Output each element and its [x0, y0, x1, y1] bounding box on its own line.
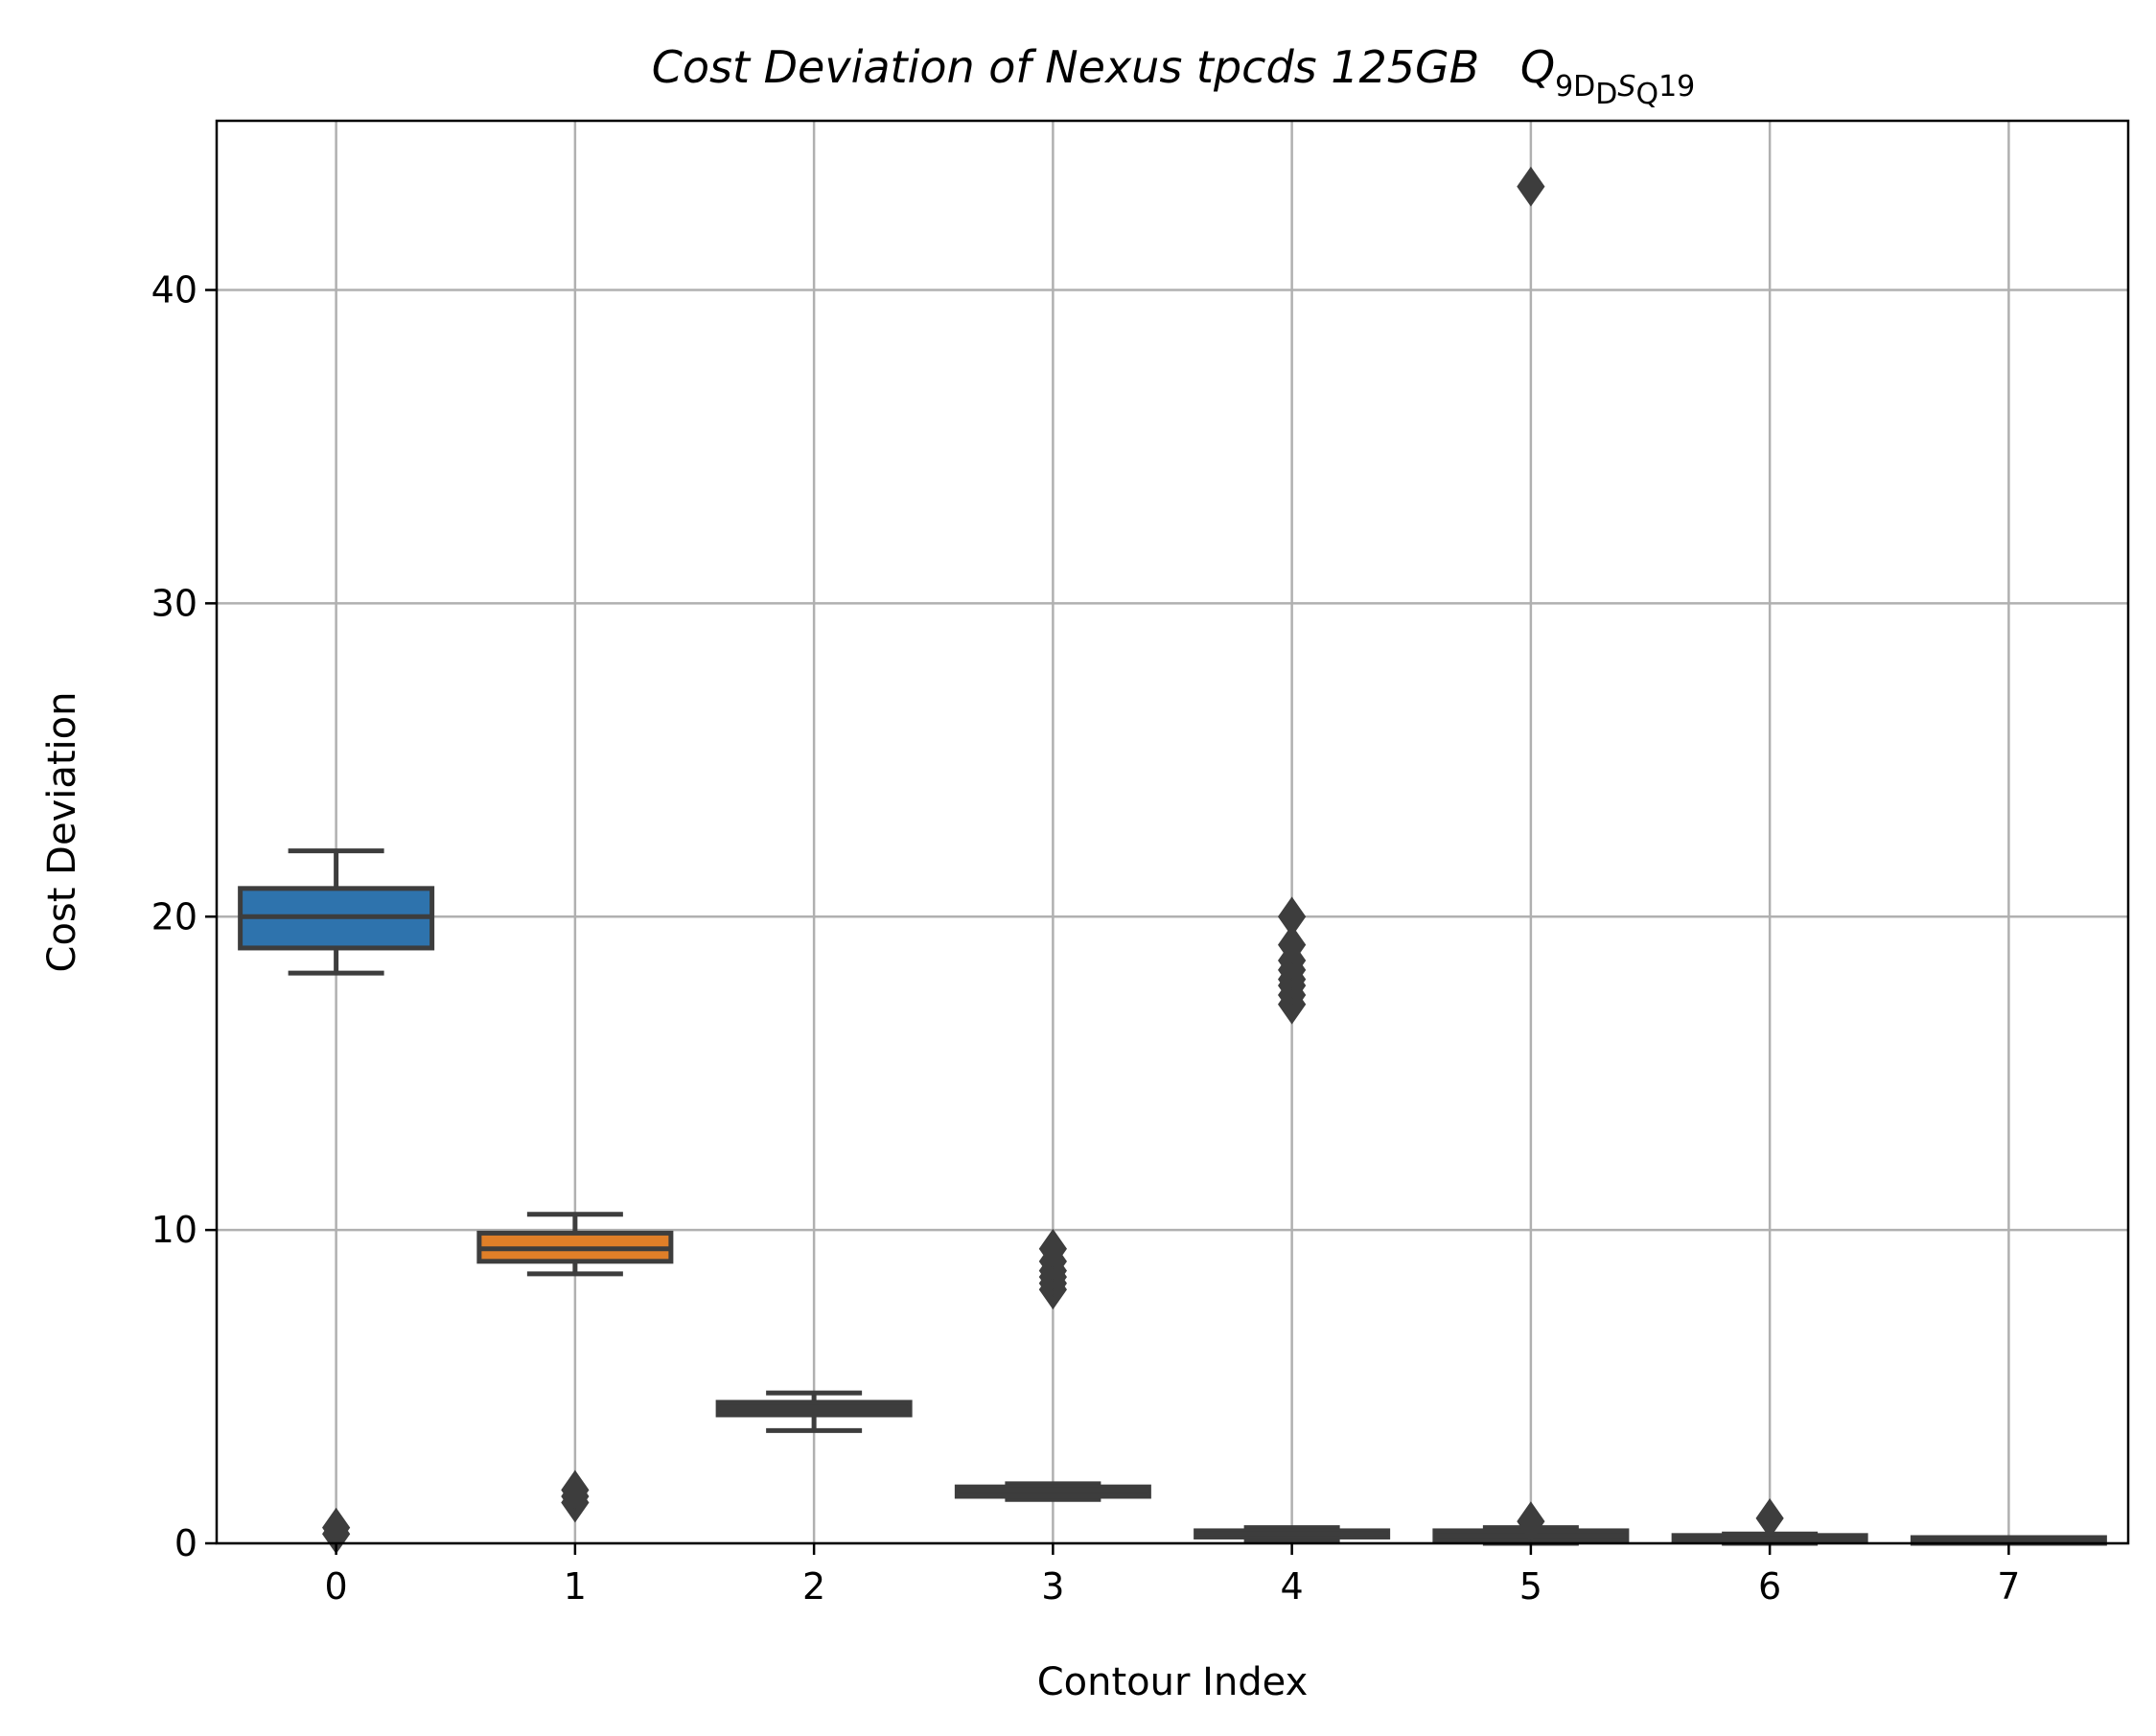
box-group-3 [954, 1481, 1151, 1502]
outlier-point [322, 1507, 351, 1548]
outlier-point [1517, 166, 1545, 207]
box-group-0 [238, 848, 435, 976]
box-group-4 [1194, 1525, 1391, 1543]
chart-title: Cost Deviation of Nexus tpcds 125GB Q9DD… [652, 41, 1696, 111]
box-group-1 [476, 1212, 674, 1277]
boxes-layer [238, 848, 2107, 1546]
x-tick-label: 1 [564, 1565, 587, 1608]
outlier-point [561, 1470, 590, 1511]
grid-lines [217, 121, 2128, 1545]
outliers-layer [322, 166, 1784, 1555]
y-tick-label: 10 [151, 1209, 197, 1251]
box-group-2 [715, 1390, 913, 1433]
outlier-point [1755, 1497, 1784, 1539]
x-tick-label: 3 [1041, 1565, 1064, 1608]
y-tick-label: 40 [151, 269, 197, 312]
y-axis-label: Cost Deviation [40, 692, 84, 973]
chart-title-suffix: 19 [1658, 70, 1695, 104]
chart-title-subscript-2: Q [1635, 78, 1658, 111]
outlier-point [1278, 924, 1307, 965]
x-tick-label: 5 [1519, 1565, 1542, 1608]
outlier-point [1278, 896, 1307, 937]
x-tick-label: 0 [325, 1565, 348, 1608]
y-tick-label: 30 [151, 582, 197, 624]
outlier-point [1038, 1228, 1067, 1269]
tick-marks: 0 1 2 3 4 5 6 7 0 10 20 30 40 [151, 269, 2021, 1608]
x-tick-label: 2 [802, 1565, 825, 1608]
chart-title-text: Cost Deviation of Nexus tpcds 125GB [652, 41, 1480, 93]
outlier-point [1517, 1501, 1545, 1541]
chart-title-subscript-prefix: 9D [1555, 70, 1595, 104]
x-axis-label: Contour Index [1037, 1660, 1309, 1704]
plot-area-frame [215, 119, 2130, 1545]
chart-title-subscript-mid: S [1617, 70, 1635, 104]
y-tick-label: 0 [174, 1522, 197, 1564]
x-tick-label: 4 [1281, 1565, 1304, 1608]
y-tick-label: 20 [151, 895, 197, 937]
chart-title-symbol: Q [1520, 41, 1555, 93]
x-tick-label: 6 [1758, 1565, 1781, 1608]
chart-title-subscript-1: D [1595, 78, 1617, 111]
x-tick-label: 7 [1997, 1565, 2020, 1608]
